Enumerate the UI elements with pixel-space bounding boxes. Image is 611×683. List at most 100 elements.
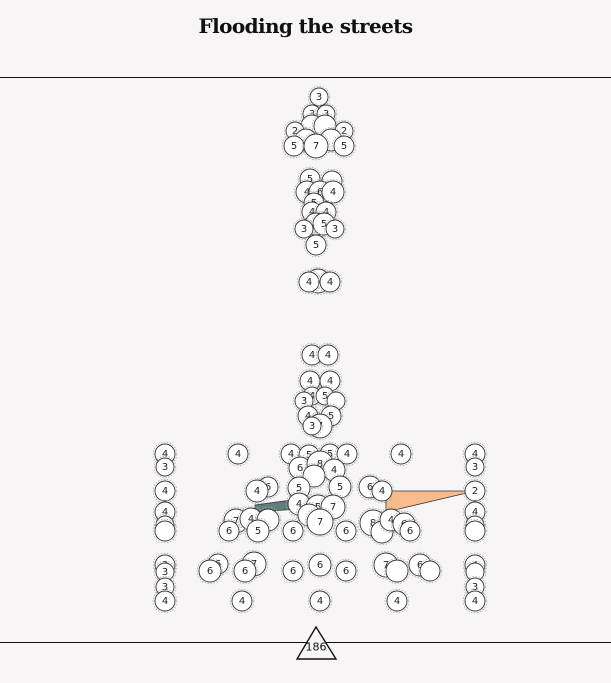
node-label: 4 — [309, 350, 315, 361]
node-halo — [153, 560, 177, 584]
node-label: 4 — [307, 376, 313, 387]
node-circle — [386, 590, 408, 612]
node: 5 — [281, 133, 307, 159]
node-halo — [300, 414, 324, 438]
node-label: 7 — [317, 517, 323, 528]
node-label: 4 — [248, 514, 254, 525]
node-halo — [292, 389, 316, 413]
node-circle — [319, 271, 341, 293]
node-label: 4 — [472, 596, 478, 607]
node: 6 — [216, 518, 242, 544]
node-halo — [152, 588, 178, 614]
node-label: 4 — [254, 486, 260, 497]
node-circle — [302, 416, 322, 436]
node-halo — [324, 389, 348, 413]
node: 4 — [317, 269, 343, 295]
node-halo — [225, 441, 251, 467]
node-circle — [154, 480, 176, 502]
node-label: 5 — [313, 240, 319, 251]
node-circle — [155, 457, 175, 477]
marker-triangle — [295, 625, 338, 660]
node: 3 — [307, 85, 331, 109]
node-label: 4 — [162, 596, 168, 607]
node-label: 6 — [290, 526, 296, 537]
orange-link-wedge — [385, 490, 476, 513]
node-circle — [464, 480, 486, 502]
node: 3 — [323, 217, 347, 241]
node-circle — [198, 559, 222, 583]
node — [417, 558, 443, 584]
node-circle — [390, 443, 412, 465]
node-halo — [334, 441, 360, 467]
node-halo — [388, 441, 414, 467]
node-label: 3 — [162, 582, 168, 593]
node: 3 — [463, 575, 487, 599]
node-label: 3 — [162, 462, 168, 473]
node-circle — [399, 520, 421, 542]
node-circle — [282, 560, 304, 582]
node-label: 3 — [472, 582, 478, 593]
node: 4 — [299, 342, 325, 368]
node-halo — [196, 557, 224, 585]
node: 3 — [153, 455, 177, 479]
node-label: 2 — [292, 126, 298, 137]
top-divider — [0, 77, 611, 78]
node-circle — [371, 480, 393, 502]
bottom-divider — [0, 642, 611, 643]
node-halo — [303, 232, 329, 258]
node-halo — [152, 518, 178, 544]
node-halo — [216, 518, 242, 544]
node-halo — [417, 558, 443, 584]
node-circle — [154, 590, 176, 612]
node-label: 4 — [306, 277, 312, 288]
node-halo — [326, 473, 354, 501]
node: 6 — [333, 518, 359, 544]
node-label: 2 — [472, 486, 478, 497]
node-label: 3 — [309, 421, 315, 432]
node: 4 — [462, 588, 488, 614]
node — [462, 518, 488, 544]
node-circle — [231, 590, 253, 612]
node-halo — [384, 588, 410, 614]
node-halo — [307, 588, 333, 614]
node-label: 6 — [226, 526, 232, 537]
page-title: Flooding the streets — [198, 14, 414, 38]
node-halo — [229, 588, 255, 614]
node-label: 4 — [472, 507, 478, 518]
node — [383, 557, 411, 585]
node-label: 4 — [327, 376, 333, 387]
node-label: 4 — [331, 465, 337, 476]
node-label: 7 — [383, 560, 389, 571]
node-label: 4 — [162, 507, 168, 518]
node-halo — [307, 85, 331, 109]
node-circle — [464, 520, 486, 542]
node-halo — [462, 518, 488, 544]
node-label: 5 — [337, 482, 343, 493]
node: 4 — [229, 588, 255, 614]
node: 5 — [244, 517, 272, 545]
node-label: 7 — [330, 502, 336, 513]
node-label: 4 — [288, 449, 294, 460]
node-halo — [243, 477, 271, 505]
node-label: 8 — [370, 518, 376, 529]
node-label: 4 — [327, 277, 333, 288]
node-label: 6 — [343, 526, 349, 537]
node-circle — [305, 234, 327, 256]
node: 4 — [307, 588, 333, 614]
node: 3 — [463, 455, 487, 479]
node-label: 4 — [472, 449, 478, 460]
node-layer: 3332257554645444533544444445345734344554… — [152, 85, 488, 614]
node-circle — [303, 133, 329, 159]
node-label: 4 — [394, 596, 400, 607]
node-halo — [306, 551, 334, 579]
node-circle — [294, 219, 314, 239]
node-circle — [465, 457, 485, 477]
node-circle — [335, 520, 357, 542]
node: 3 — [300, 414, 324, 438]
node-label: 6 — [317, 560, 323, 571]
node-circle — [325, 219, 345, 239]
node-halo — [153, 455, 177, 479]
node: 7 — [304, 506, 336, 538]
node-label: 4 — [317, 596, 323, 607]
